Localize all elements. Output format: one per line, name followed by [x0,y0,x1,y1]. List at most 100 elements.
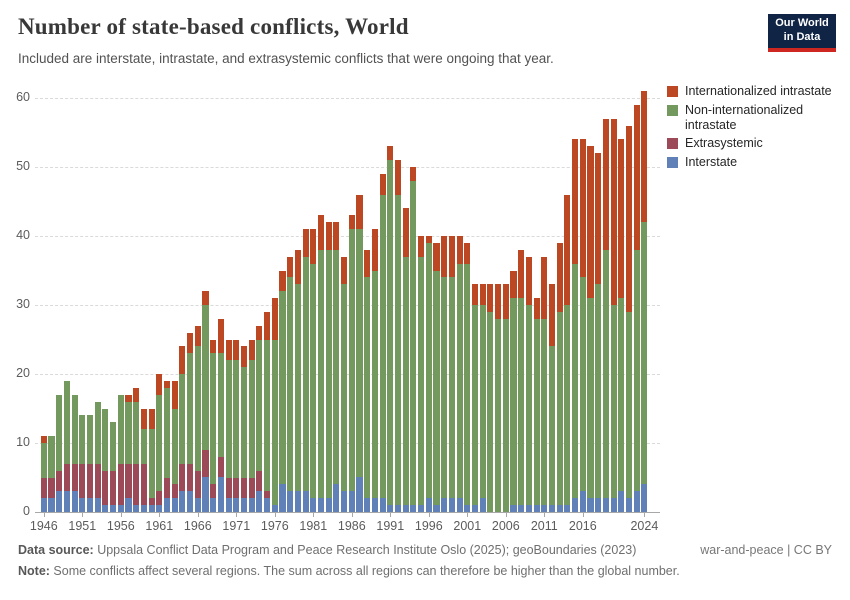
bar-1996-non-internationalized-intrastate [425,242,432,499]
bar-1949[interactable] [63,380,70,512]
bar-1959[interactable] [140,408,147,512]
bar-1972[interactable] [240,346,248,512]
owid-logo[interactable]: Our World in Data [768,14,836,52]
bar-1995[interactable] [418,236,425,512]
bar-1965[interactable] [187,332,194,512]
bar-2009[interactable] [525,256,532,512]
bar-1955[interactable] [110,422,117,512]
bar-1969[interactable] [217,318,224,512]
bar-2000[interactable] [456,236,463,512]
bar-1947[interactable] [48,436,55,512]
bar-1977[interactable] [279,270,286,512]
bar-1996[interactable] [425,236,432,512]
bar-2004[interactable] [487,284,494,512]
bar-1946[interactable] [40,436,47,512]
bar-1950[interactable] [71,394,78,512]
bar-2011[interactable] [541,256,548,512]
bar-1978[interactable] [287,256,294,512]
bar-1974[interactable] [256,325,263,512]
bar-2014[interactable] [564,194,571,512]
bar-1982[interactable] [317,215,325,512]
bar-1973[interactable] [248,339,255,512]
bar-1994[interactable] [410,167,417,512]
bar-2021[interactable] [618,139,625,512]
bar-2023[interactable] [633,104,640,512]
bar-1988[interactable] [364,249,371,512]
bar-1963[interactable] [171,380,178,512]
bar-1976-non-internationalized-intrastate [271,339,278,506]
bar-2003-internationalized-intrastate [479,284,486,305]
bar-1980[interactable] [302,229,309,512]
bar-2015[interactable] [572,139,579,512]
bar-1983[interactable] [325,222,332,512]
bar-1948[interactable] [56,394,63,512]
bar-1975-non-internationalized-intrastate [264,339,271,492]
bar-1984[interactable] [333,222,340,512]
bar-1999[interactable] [448,236,455,512]
bar-2010[interactable] [533,298,540,512]
legend-item-interstate[interactable]: Interstate [667,155,849,170]
bar-2017[interactable] [587,146,594,512]
bar-1968[interactable] [210,339,217,512]
bar-2024[interactable] [641,91,648,512]
bar-1951[interactable] [79,415,86,512]
bar-1964[interactable] [179,346,186,512]
bar-1985[interactable] [341,256,348,512]
bar-2004-non-internationalized-intrastate [487,311,494,512]
bar-1952[interactable] [86,415,94,512]
bar-1997[interactable] [433,242,440,512]
bar-2005[interactable] [495,284,502,512]
bar-1954[interactable] [102,408,109,512]
license-credit-link[interactable]: war-and-peace | CC BY [700,543,832,557]
bar-2013[interactable] [556,242,563,512]
bar-1987[interactable] [356,194,363,512]
bar-1952-non-internationalized-intrastate [86,415,94,464]
bar-1998[interactable] [441,236,448,512]
bar-1992[interactable] [394,160,402,512]
y-axis-label-10: 10 [16,435,30,449]
bar-1973-extrasystemic [248,477,255,499]
gridline-60 [35,98,660,99]
bar-2006[interactable] [502,284,509,512]
bar-1986[interactable] [348,215,355,512]
bar-1975[interactable] [264,311,271,512]
bar-2020[interactable] [610,118,617,512]
bar-1989[interactable] [371,229,378,512]
bar-2012[interactable] [548,284,556,512]
bar-2022[interactable] [625,125,633,512]
bar-1989-interstate [371,498,378,512]
bar-2016[interactable] [579,139,586,512]
bar-1956[interactable] [117,394,124,512]
bar-1964-non-internationalized-intrastate [179,374,186,464]
bar-2007[interactable] [510,270,517,512]
bar-1990[interactable] [379,173,386,512]
bar-1966[interactable] [194,325,201,512]
legend-item-non-internationalized-intrastate[interactable]: Non-internationalized intrastate [667,103,849,133]
bar-1967[interactable] [202,291,209,512]
bar-1961[interactable] [156,374,163,512]
bar-1981[interactable] [310,229,317,512]
bar-1976[interactable] [271,298,278,512]
bar-2019[interactable] [602,118,609,512]
bar-2003[interactable] [479,284,486,512]
bar-1966-extrasystemic [194,470,201,499]
legend-item-internationalized-intrastate[interactable]: Internationalized intrastate [667,84,849,99]
bar-2001[interactable] [464,242,471,512]
bar-1960[interactable] [148,408,155,512]
legend-item-extrasystemic[interactable]: Extrasystemic [667,136,849,151]
bar-1957[interactable] [125,394,132,512]
bar-1958[interactable] [133,387,140,512]
bar-2014-interstate [564,505,571,512]
bar-1991[interactable] [387,146,394,512]
bar-1993[interactable] [402,208,409,512]
bar-2008[interactable] [518,249,525,512]
bar-2018[interactable] [595,153,602,512]
bar-2002[interactable] [471,284,479,512]
bar-1953[interactable] [94,401,101,512]
bar-1962[interactable] [163,380,171,512]
bar-1971[interactable] [233,339,240,512]
bar-1970[interactable] [225,339,232,512]
bar-1973-internationalized-intrastate [248,339,255,361]
bar-1979[interactable] [294,249,301,512]
